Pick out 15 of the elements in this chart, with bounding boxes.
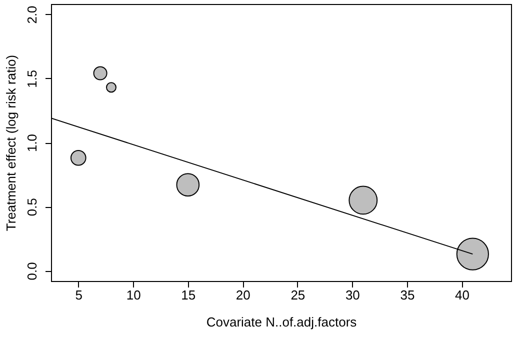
y-tick-label: 0.0 — [24, 262, 40, 280]
x-tick-label: 5 — [75, 288, 82, 302]
y-tick-label: 1.5 — [24, 70, 40, 88]
y-tick-label: 0.5 — [24, 198, 40, 216]
x-tick-label: 10 — [126, 288, 141, 302]
y-tick-label: 1.0 — [24, 134, 40, 152]
y-axis-title: Treatment effect (log risk ratio) — [4, 54, 18, 232]
x-tick-label: 15 — [181, 288, 196, 302]
x-tick-label: 30 — [345, 288, 360, 302]
x-tick-label: 25 — [290, 288, 306, 302]
x-tick-label: 35 — [400, 288, 415, 302]
y-tick-label: 2.0 — [24, 6, 40, 24]
x-tick-label: 40 — [454, 288, 470, 302]
x-tick-label: 20 — [236, 288, 250, 302]
x-axis-title: Covariate N..of.adj.factors — [206, 314, 358, 330]
